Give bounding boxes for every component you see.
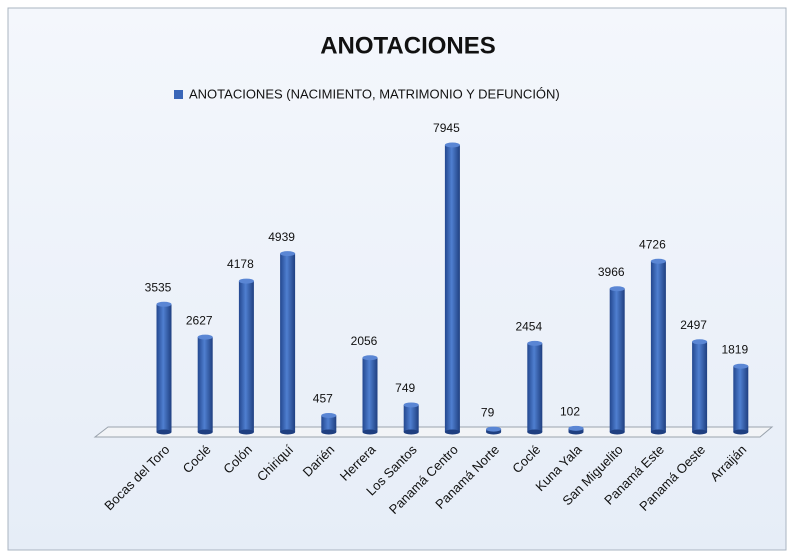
data-label: 3535 — [145, 280, 172, 294]
data-label: 2497 — [680, 318, 707, 332]
data-label: 4726 — [639, 237, 666, 251]
data-label: 2454 — [515, 320, 542, 334]
bar — [280, 253, 296, 432]
bar-top — [486, 426, 502, 432]
bar-bottom — [362, 429, 378, 435]
bar — [733, 366, 749, 432]
bar-bottom — [280, 429, 296, 435]
bar — [362, 357, 378, 432]
bar — [238, 281, 254, 432]
bar-top — [321, 412, 337, 418]
bar-bottom — [609, 429, 625, 435]
bar-top — [280, 251, 296, 257]
data-label: 2627 — [186, 313, 213, 327]
bar-bottom — [403, 429, 419, 435]
bar-top — [444, 142, 460, 148]
bar — [444, 145, 460, 432]
bar-top — [362, 355, 378, 361]
bar — [403, 404, 419, 432]
bar-bottom — [444, 429, 460, 435]
bar — [156, 304, 172, 432]
bar-bottom — [568, 429, 584, 435]
bar-bottom — [733, 429, 749, 435]
bar-top — [609, 286, 625, 292]
legend-label: ANOTACIONES (NACIMIENTO, MATRIMONIO Y DE… — [189, 86, 560, 101]
bar — [321, 415, 337, 432]
bar-top — [568, 425, 584, 431]
data-label: 102 — [560, 404, 580, 418]
bar-top — [692, 339, 708, 345]
data-label: 1819 — [721, 342, 748, 356]
bar — [692, 341, 708, 432]
bar — [609, 288, 625, 432]
bar — [197, 337, 213, 432]
data-label: 749 — [395, 381, 415, 395]
bar-top — [733, 363, 749, 369]
data-label: 2056 — [351, 334, 378, 348]
data-label: 4939 — [268, 230, 295, 244]
legend-swatch — [174, 90, 183, 99]
data-label: 3966 — [598, 265, 625, 279]
bar-top — [238, 278, 254, 284]
bar-top — [156, 301, 172, 307]
bar-top — [197, 334, 213, 340]
bar — [650, 261, 666, 432]
data-label: 457 — [313, 392, 333, 406]
data-label: 7945 — [433, 121, 460, 135]
bar-bottom — [527, 429, 543, 435]
data-label: 4178 — [227, 257, 254, 271]
bar-bottom — [321, 429, 337, 435]
bar-bottom — [650, 429, 666, 435]
chart-title: ANOTACIONES — [320, 32, 496, 59]
bar-top — [650, 258, 666, 264]
data-label: 79 — [481, 405, 495, 419]
bar-top — [403, 402, 419, 408]
bar-bottom — [197, 429, 213, 435]
bar-bottom — [692, 429, 708, 435]
bar — [527, 343, 543, 432]
bar-top — [527, 340, 543, 346]
bar-bottom — [238, 429, 254, 435]
floor — [93, 426, 774, 438]
bar-bottom — [156, 429, 172, 435]
